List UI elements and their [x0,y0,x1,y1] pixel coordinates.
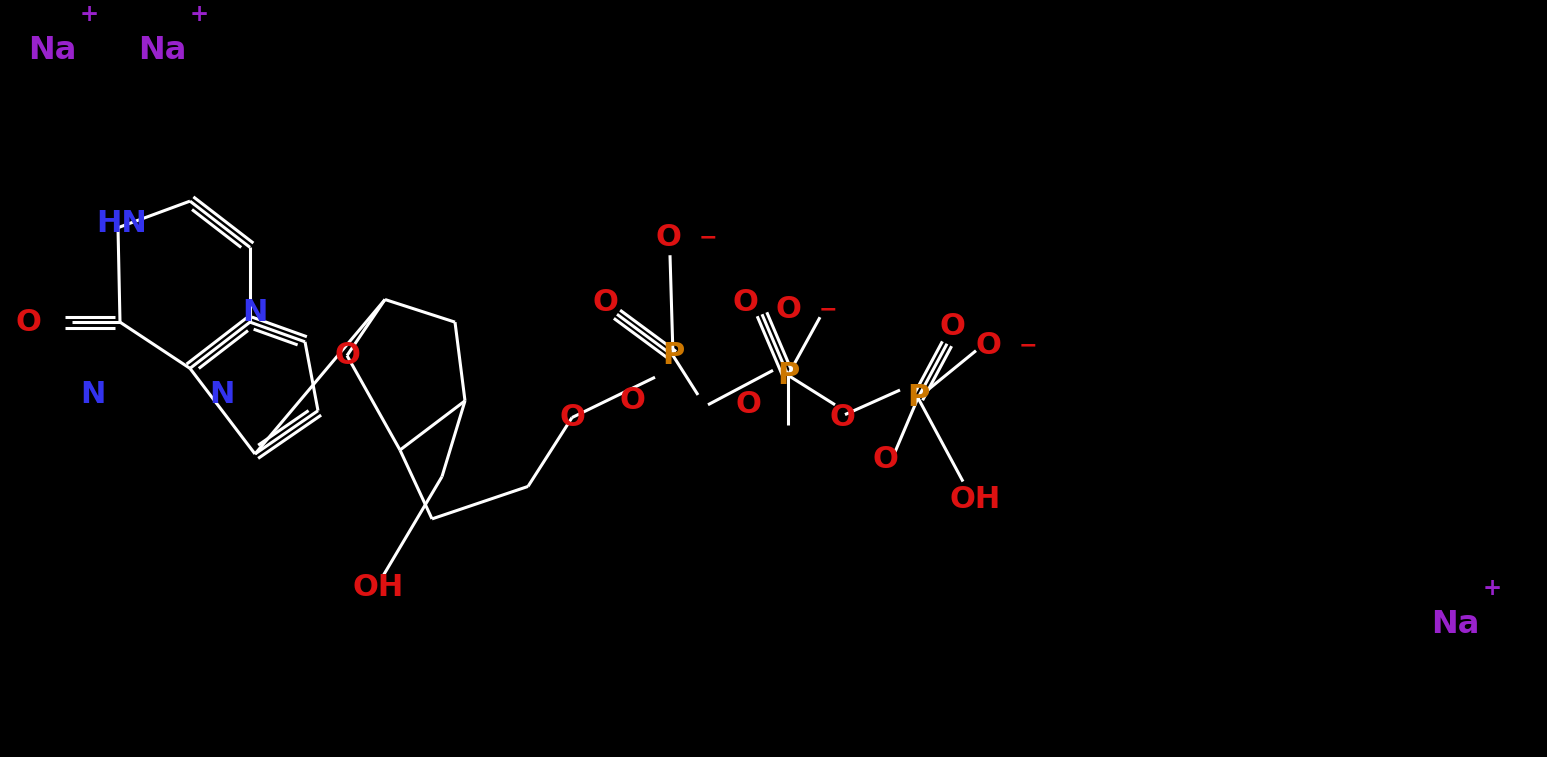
Text: −: − [699,228,718,248]
Text: O: O [775,294,801,324]
Text: O: O [873,445,897,475]
Text: OH: OH [950,484,1001,514]
Text: −: − [818,299,837,319]
Text: O: O [558,403,585,432]
Text: +: + [190,3,209,26]
Text: O: O [593,288,617,317]
Text: P: P [662,341,684,370]
Text: O: O [732,288,758,317]
Text: N: N [80,381,105,410]
Text: Na: Na [28,35,76,66]
Text: Na: Na [1431,609,1479,640]
Text: −: − [1018,336,1038,356]
Text: P: P [777,361,800,390]
Text: O: O [619,386,645,416]
Text: O: O [735,391,761,419]
Text: N: N [243,298,268,327]
Text: P: P [907,383,930,413]
Text: O: O [334,341,360,370]
Text: +: + [80,3,99,26]
Text: +: + [1484,577,1502,600]
Text: OH: OH [353,573,404,603]
Text: O: O [829,403,855,432]
Text: O: O [15,307,40,337]
Text: N: N [209,381,235,410]
Text: O: O [654,223,681,252]
Text: O: O [975,332,1001,360]
Text: Na: Na [138,35,186,66]
Text: HN: HN [96,209,147,238]
Text: O: O [939,312,965,341]
